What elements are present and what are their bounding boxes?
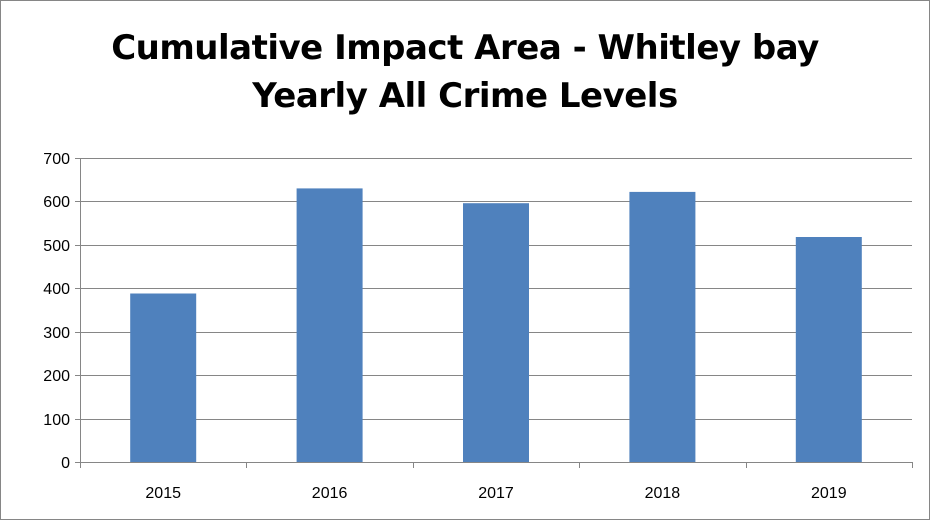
x-tick-label-2015: 2015	[145, 485, 181, 502]
x-tick-label-2019: 2019	[811, 485, 847, 502]
y-tick-label-100: 100	[43, 412, 70, 429]
bar-2015	[130, 293, 197, 462]
tick-labels: 0 100 200 300 400 500 600 700 2015 2016 2017 2018 20…	[43, 151, 846, 502]
x-tick-label-2017: 2017	[478, 485, 514, 502]
bar-2018	[629, 191, 696, 462]
x-tick-label-2016: 2016	[312, 485, 348, 502]
bar-2016	[296, 188, 363, 462]
y-tick-label-0: 0	[61, 455, 70, 472]
y-tick-label-700: 700	[43, 151, 70, 168]
y-tick-label-600: 600	[43, 194, 70, 211]
chart-title-block: Cumulative Impact Area - Whitley bay Yea…	[0, 24, 930, 120]
y-tick-label-200: 200	[43, 368, 70, 385]
bar-2019	[795, 237, 862, 462]
bars	[130, 188, 862, 462]
chart-subtitle: Yearly All Crime Levels	[252, 76, 678, 116]
y-tick-label-500: 500	[43, 238, 70, 255]
chart-title: Cumulative Impact Area - Whitley bay	[111, 28, 819, 68]
axes	[75, 158, 913, 468]
x-tick-label-2018: 2018	[645, 485, 681, 502]
y-tick-label-400: 400	[43, 281, 70, 298]
bar-2017	[463, 203, 529, 462]
y-tick-label-300: 300	[43, 325, 70, 342]
